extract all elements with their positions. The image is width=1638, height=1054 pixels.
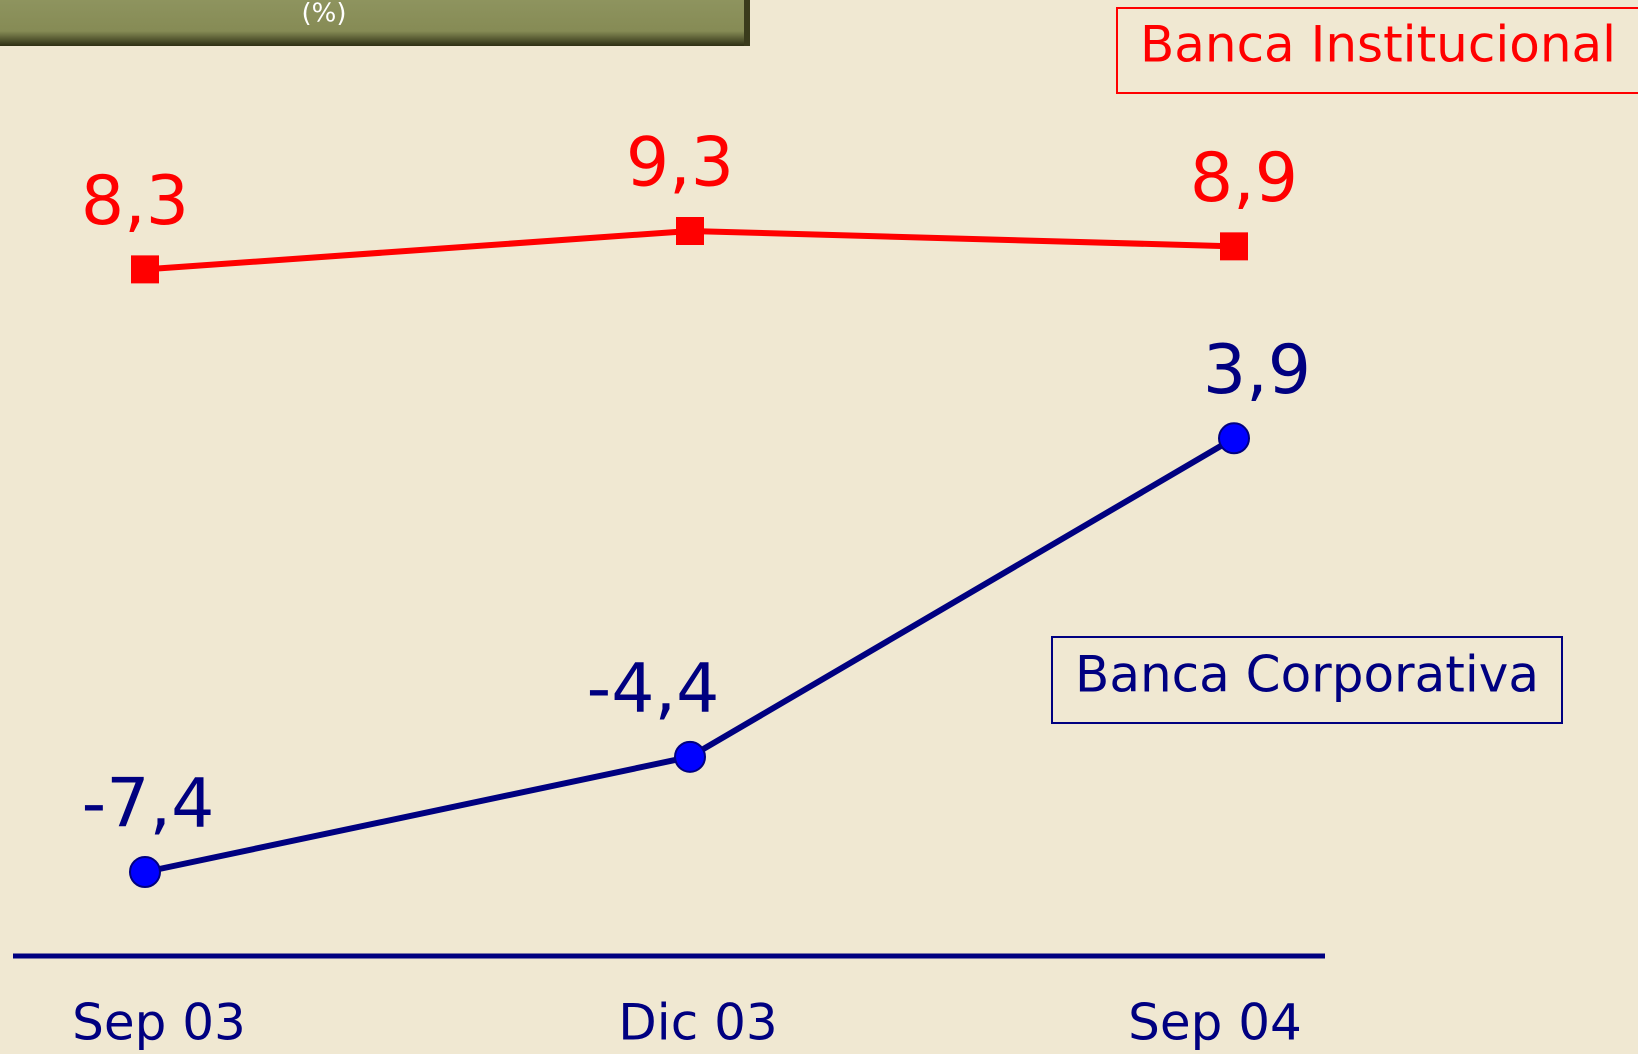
x-tick-label: Sep 03 — [72, 994, 246, 1052]
header-bar — [0, 0, 750, 46]
x-tick-label: Sep 04 — [1128, 994, 1302, 1052]
header-edge — [744, 0, 750, 46]
chart-title: (%) — [302, 0, 347, 29]
marker — [131, 255, 159, 284]
data-label: -4,4 — [587, 649, 720, 728]
marker — [1220, 232, 1248, 261]
data-label: 8,9 — [1190, 139, 1298, 218]
data-label: -7,4 — [82, 765, 215, 844]
data-label: 8,3 — [81, 162, 189, 241]
marker — [1218, 422, 1250, 455]
legend-box — [1116, 7, 1638, 94]
legend-box — [1051, 636, 1563, 724]
legend-label: Banca Corporativa — [1075, 646, 1539, 704]
marker — [676, 217, 704, 245]
marker — [129, 856, 161, 888]
legend-label: Banca Institucional — [1140, 16, 1616, 74]
data-label: 9,3 — [626, 124, 734, 203]
marker — [674, 740, 706, 773]
x-tick-label: Dic 03 — [618, 994, 777, 1052]
data-label: 3,9 — [1203, 331, 1311, 410]
